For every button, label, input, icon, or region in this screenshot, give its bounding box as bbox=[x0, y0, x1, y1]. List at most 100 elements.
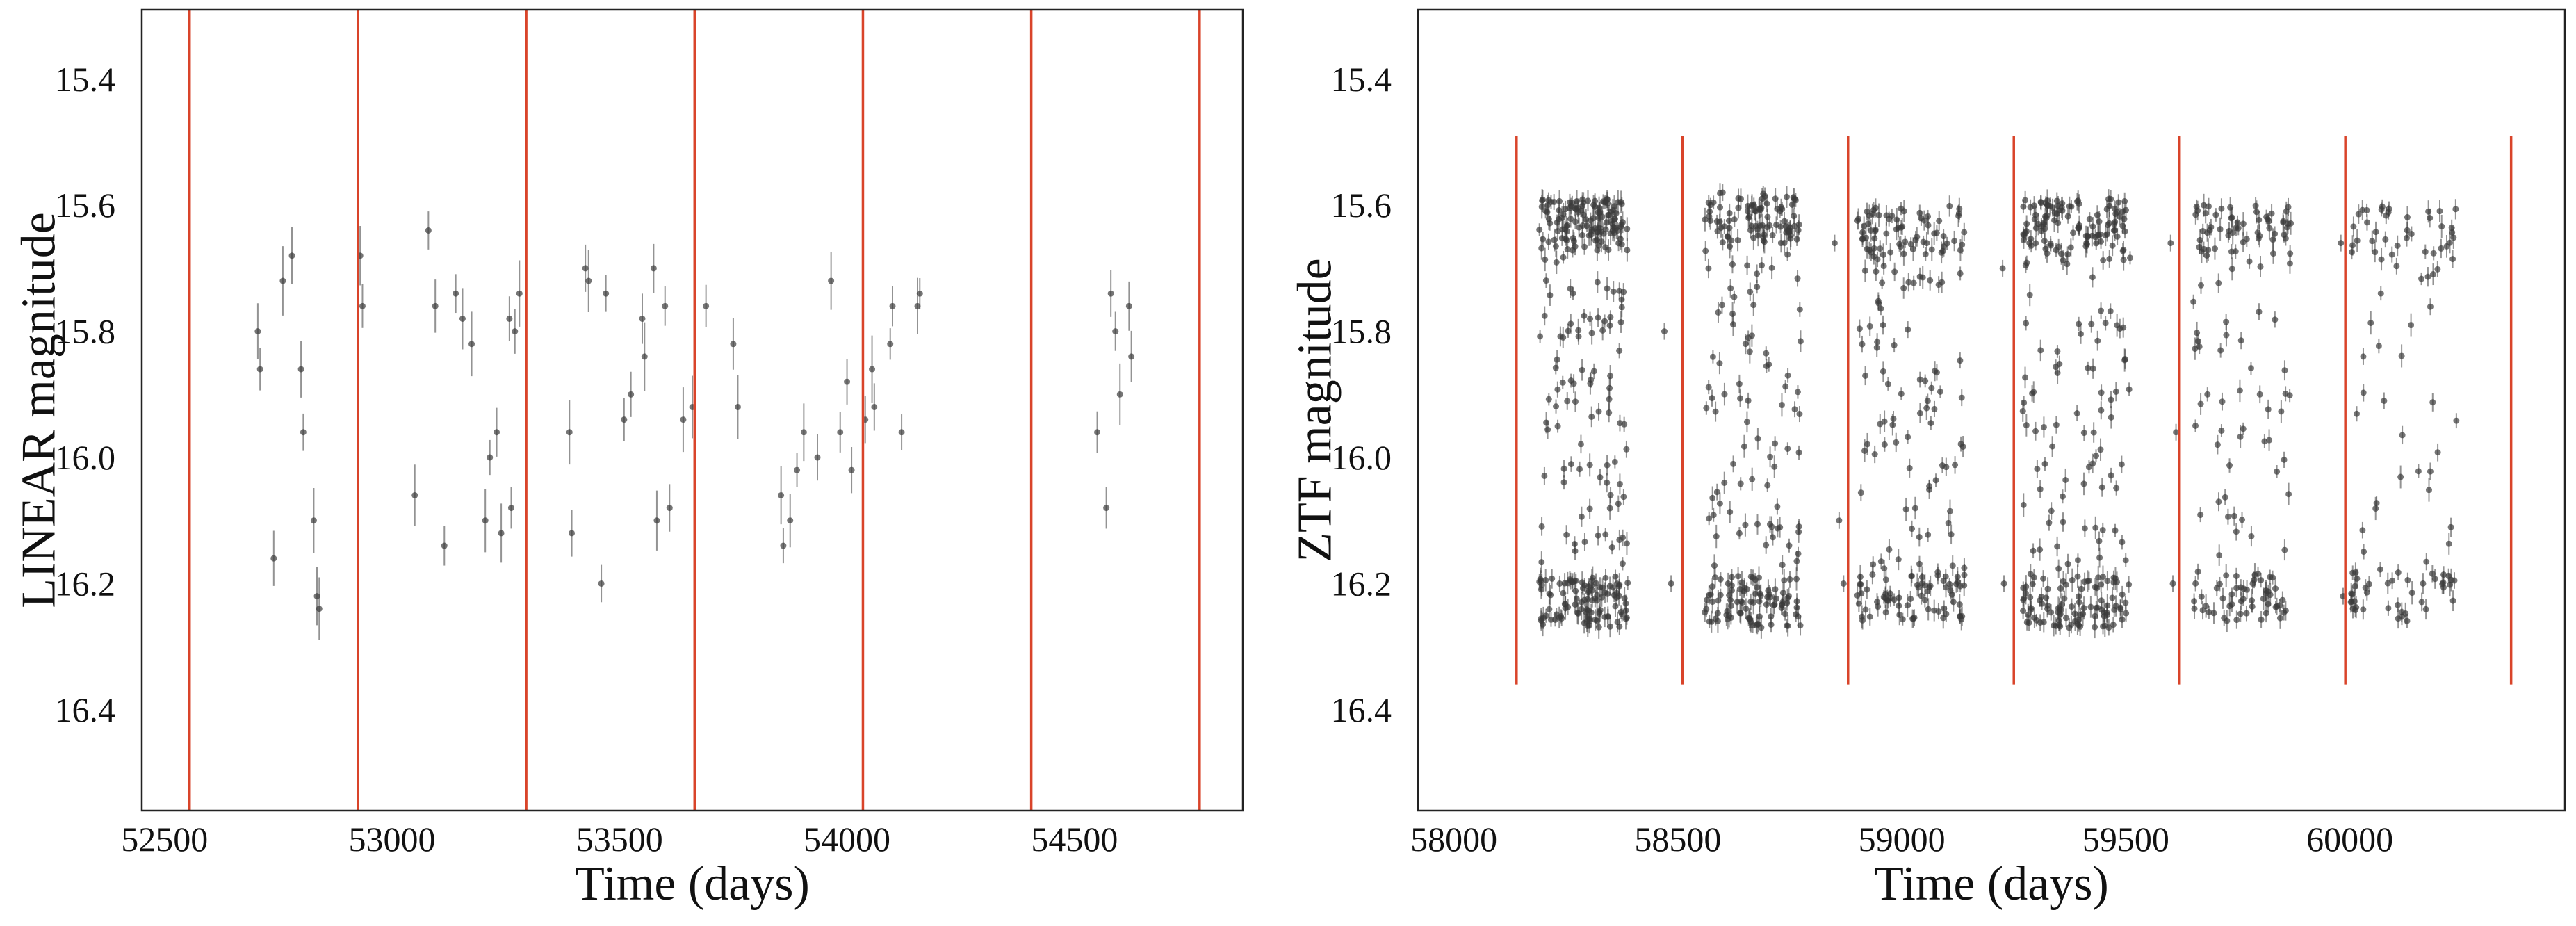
data-point bbox=[1588, 413, 1595, 420]
data-point bbox=[2261, 438, 2268, 445]
data-point bbox=[2020, 585, 2027, 592]
data-point bbox=[2429, 570, 2436, 577]
data-point bbox=[2383, 212, 2390, 219]
data-point bbox=[1759, 222, 1766, 229]
data-point bbox=[1777, 524, 1784, 531]
data-point bbox=[1623, 615, 1630, 622]
data-point bbox=[1564, 398, 1571, 405]
data-point bbox=[1859, 229, 1866, 236]
data-point bbox=[2098, 307, 2105, 314]
data-point bbox=[1706, 515, 1713, 522]
data-point bbox=[1547, 292, 1554, 299]
data-point bbox=[2360, 606, 2367, 613]
data-point bbox=[1754, 226, 1761, 233]
data-point bbox=[1747, 227, 1754, 234]
data-point bbox=[516, 290, 523, 297]
data-point bbox=[2240, 425, 2247, 432]
data-point bbox=[1542, 612, 1549, 619]
data-point bbox=[1768, 264, 1775, 271]
y-tick-label: 15.6 bbox=[55, 186, 116, 225]
data-point bbox=[1927, 420, 1934, 427]
data-point bbox=[1623, 540, 1630, 547]
data-point bbox=[2404, 213, 2411, 220]
data-point bbox=[2042, 200, 2049, 206]
data-point bbox=[1538, 586, 1544, 593]
data-point bbox=[2190, 298, 2197, 305]
data-point bbox=[2112, 218, 2119, 225]
data-point bbox=[1922, 251, 1929, 258]
data-point bbox=[2227, 204, 2234, 211]
data-point bbox=[1547, 616, 1554, 623]
data-point bbox=[1125, 302, 1132, 309]
data-point bbox=[2363, 589, 2370, 596]
data-point bbox=[1882, 576, 1889, 583]
data-point bbox=[2280, 219, 2287, 226]
data-point bbox=[1793, 558, 1800, 564]
data-point bbox=[1736, 380, 1743, 387]
data-point bbox=[1705, 384, 1712, 391]
data-point bbox=[1769, 534, 1776, 541]
data-point bbox=[2020, 501, 2027, 508]
data-point bbox=[1784, 372, 1791, 379]
data-point bbox=[1560, 254, 1567, 261]
data-point bbox=[1858, 590, 1865, 597]
data-point bbox=[1857, 489, 1864, 496]
data-point bbox=[1540, 236, 1547, 243]
data-point bbox=[2023, 320, 2030, 327]
data-point bbox=[2196, 343, 2203, 350]
data-point bbox=[2205, 203, 2212, 210]
data-point bbox=[1763, 542, 1770, 549]
data-point bbox=[2415, 468, 2422, 475]
data-point bbox=[1716, 360, 1723, 367]
y-tick-label: 15.4 bbox=[1331, 60, 1392, 99]
data-point bbox=[1872, 226, 1879, 233]
data-point bbox=[1589, 597, 1596, 604]
data-point bbox=[2089, 365, 2096, 372]
data-point bbox=[1715, 597, 1722, 604]
data-point bbox=[1909, 526, 1916, 533]
data-point bbox=[2352, 569, 2359, 576]
data-point bbox=[2224, 513, 2231, 520]
data-point bbox=[1606, 211, 1613, 218]
data-point bbox=[2367, 320, 2374, 327]
data-point bbox=[2235, 225, 2242, 232]
data-point bbox=[1763, 350, 1770, 357]
data-point bbox=[2427, 303, 2434, 310]
data-point bbox=[1793, 236, 1800, 243]
data-point bbox=[2048, 507, 2055, 514]
data-point bbox=[2286, 392, 2293, 399]
data-point bbox=[2208, 224, 2215, 231]
data-point bbox=[2350, 223, 2357, 230]
data-point bbox=[628, 391, 635, 398]
x-tick-label: 59000 bbox=[1859, 820, 1946, 859]
y-axis-label: LINEAR magnitude bbox=[13, 212, 66, 608]
data-point bbox=[2255, 235, 2262, 242]
data-point bbox=[1590, 368, 1597, 375]
data-point bbox=[2395, 601, 2402, 608]
data-point bbox=[2032, 225, 2039, 232]
data-point bbox=[2063, 615, 2070, 622]
data-point bbox=[2281, 609, 2288, 616]
x-tick-label: 58000 bbox=[1410, 820, 1497, 859]
data-point bbox=[2214, 441, 2221, 448]
data-point bbox=[1608, 544, 1615, 551]
data-point bbox=[2260, 595, 2267, 602]
data-point bbox=[2115, 199, 2122, 206]
data-point bbox=[2449, 256, 2456, 263]
data-point bbox=[1924, 398, 1931, 405]
data-point bbox=[1709, 494, 1716, 501]
data-point bbox=[1797, 338, 1804, 345]
data-point bbox=[585, 277, 592, 284]
data-point bbox=[730, 341, 737, 348]
data-point bbox=[1774, 503, 1781, 510]
data-point bbox=[2445, 540, 2452, 547]
data-point bbox=[2384, 580, 2391, 587]
data-point bbox=[2224, 617, 2231, 624]
data-point bbox=[898, 429, 905, 436]
data-point bbox=[2194, 330, 2201, 336]
data-point bbox=[2025, 611, 2032, 618]
data-point bbox=[1763, 601, 1770, 608]
x-tick-label: 60000 bbox=[2306, 820, 2393, 859]
